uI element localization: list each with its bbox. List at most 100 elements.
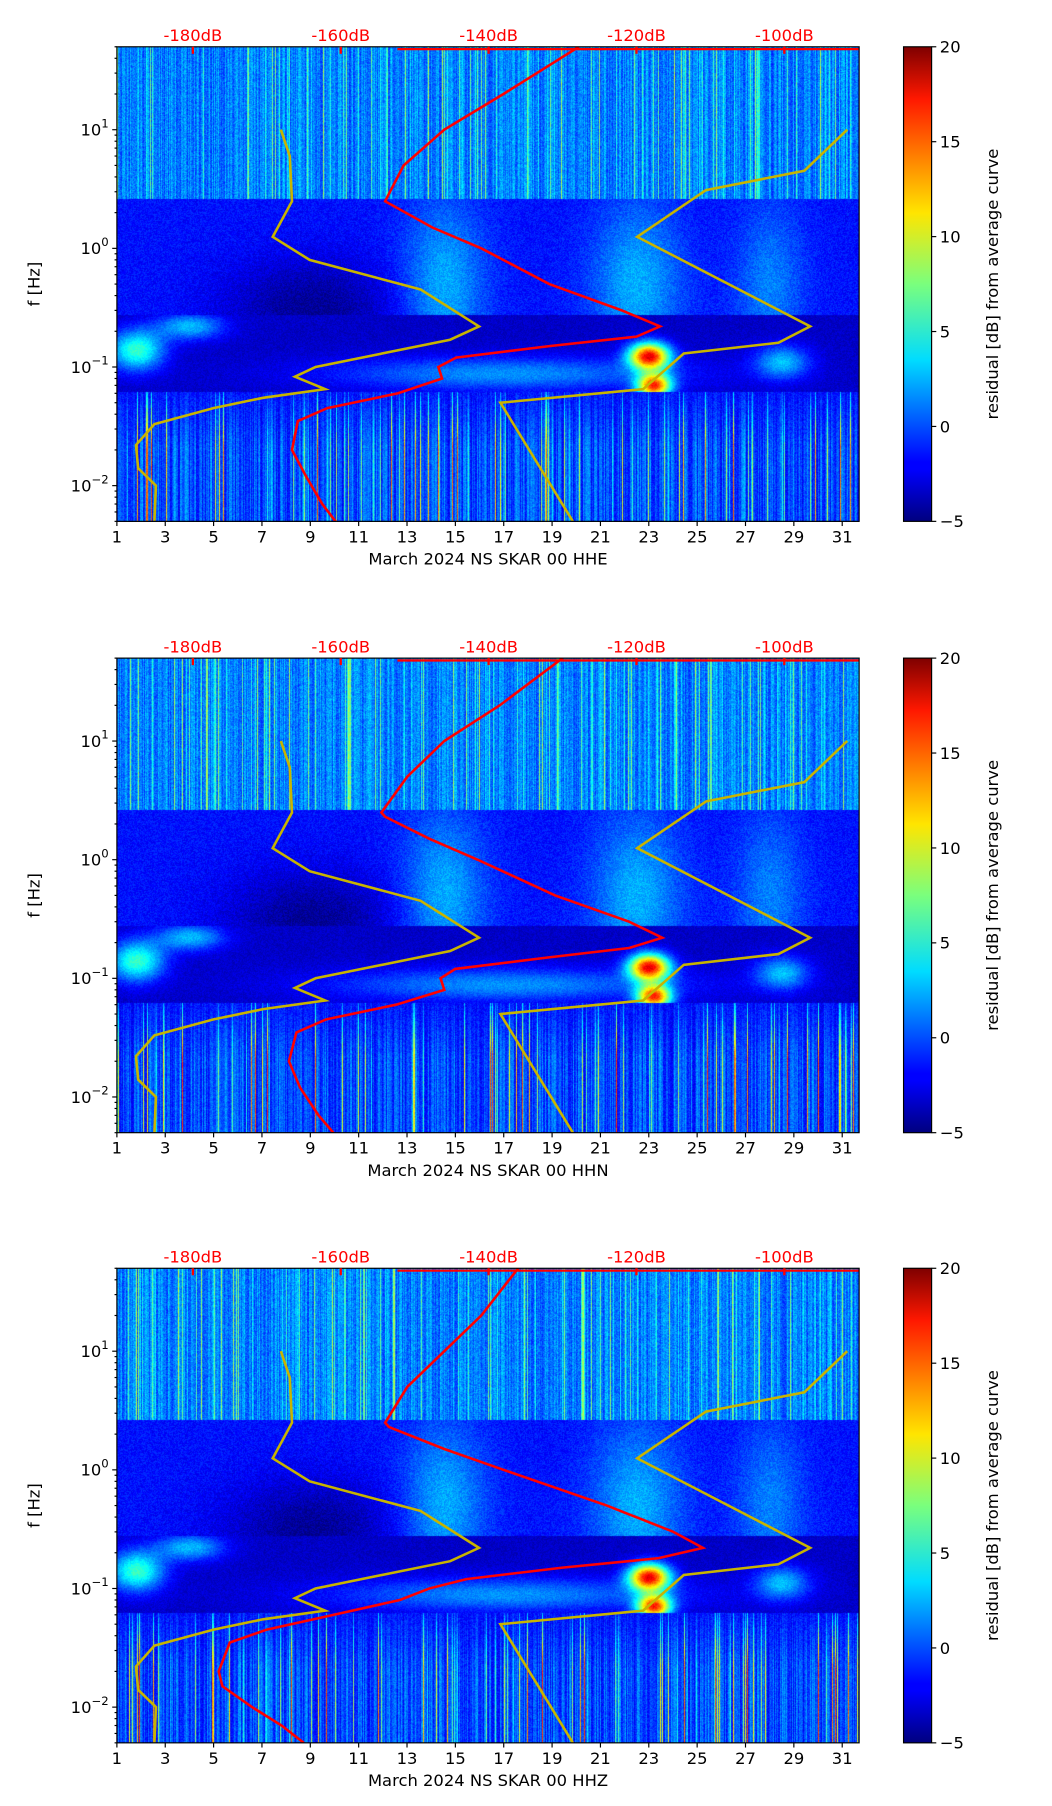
top-axis-label: -180dB xyxy=(163,637,222,656)
y-tick-label: 10−1 xyxy=(71,354,109,377)
x-tick-label: 27 xyxy=(735,527,756,546)
x-tick-label: 15 xyxy=(445,527,466,546)
x-tick-label: 7 xyxy=(257,1139,267,1158)
top-axis-label: -140dB xyxy=(459,26,518,45)
top-axis-label: -120dB xyxy=(607,26,666,45)
top-axis-label: -160dB xyxy=(311,637,370,656)
x-tick-label: 7 xyxy=(257,1749,267,1768)
y-tick-exponent: 0 xyxy=(101,846,108,860)
x-tick-label: 9 xyxy=(305,1139,315,1158)
x-tick-label: 3 xyxy=(160,1749,170,1768)
y-tick-label: 101 xyxy=(80,728,108,751)
axes-frame xyxy=(116,46,860,522)
top-axis-label: -100dB xyxy=(755,1247,814,1266)
spectrogram-heatmap-hhe xyxy=(116,46,859,522)
x-tick-label: 29 xyxy=(783,1139,804,1158)
top-axis-label: -120dB xyxy=(607,1247,666,1266)
y-tick-label: 10−1 xyxy=(71,965,109,988)
y-tick-label: 101 xyxy=(80,1338,108,1361)
colorbar-tick-label: 20 xyxy=(940,38,961,57)
top-axis-label: -100dB xyxy=(755,26,814,45)
y-axis-label: f [Hz] xyxy=(25,873,44,918)
colorbar-label: residual [dB] from average curve xyxy=(983,760,1002,1031)
colorbar-tick-label: 5 xyxy=(940,322,950,341)
top-axis-label: -120dB xyxy=(607,637,666,656)
x-tick-label: 11 xyxy=(348,1749,369,1768)
x-tick-label: 17 xyxy=(493,1749,514,1768)
x-tick-label: 25 xyxy=(687,1139,708,1158)
x-tick-label: 21 xyxy=(590,1139,611,1158)
colorbar-label: residual [dB] from average curve xyxy=(983,1370,1002,1641)
y-tick-exponent: −2 xyxy=(91,472,108,486)
nhnm-curve xyxy=(498,740,849,1133)
axes-frame xyxy=(116,657,860,1134)
x-tick-label: 21 xyxy=(590,1749,611,1768)
colorbar-label: residual [dB] from average curve xyxy=(983,149,1002,420)
colorbar-tick-label: 20 xyxy=(940,1259,961,1278)
x-tick-label: 5 xyxy=(208,1139,218,1158)
x-tick-label: 9 xyxy=(305,1749,315,1768)
x-tick-label: 29 xyxy=(783,1749,804,1768)
x-tick-label: 25 xyxy=(687,1749,708,1768)
colorbar-tick-label: 0 xyxy=(940,417,950,436)
colorbar xyxy=(902,1267,933,1744)
x-tick-label: 11 xyxy=(348,527,369,546)
x-tick-label: 31 xyxy=(832,1749,853,1768)
colorbar-tick-label: 10 xyxy=(940,1449,961,1468)
y-tick-exponent: −1 xyxy=(91,354,108,368)
colorbar-tick-label: 5 xyxy=(940,934,950,953)
x-tick-label: 23 xyxy=(638,1139,659,1158)
y-tick-exponent: 1 xyxy=(101,728,108,742)
x-axis-label: March 2024 NS SKAR 00 HHZ xyxy=(368,1771,608,1790)
spectrogram-heatmap-hhn xyxy=(116,658,859,1134)
y-tick-label: 10−2 xyxy=(71,1694,109,1717)
x-tick-label: 15 xyxy=(445,1749,466,1768)
x-tick-label: 17 xyxy=(493,1139,514,1158)
x-tick-label: 17 xyxy=(493,527,514,546)
top-axis-label: -100dB xyxy=(755,637,814,656)
x-tick-label: 27 xyxy=(735,1139,756,1158)
x-tick-label: 3 xyxy=(160,527,170,546)
y-tick-exponent: 0 xyxy=(101,1457,108,1471)
y-axis-label: f [Hz] xyxy=(25,262,44,307)
colorbar xyxy=(902,46,933,522)
top-axis-label: -180dB xyxy=(163,1247,222,1266)
x-tick-label: 19 xyxy=(542,1139,563,1158)
x-tick-label: 3 xyxy=(160,1139,170,1158)
top-axis-label: -140dB xyxy=(459,1247,518,1266)
spectrogram-heatmap-hhz xyxy=(116,1268,859,1744)
y-tick-exponent: −1 xyxy=(91,965,108,979)
nhnm-curve xyxy=(498,128,849,522)
x-tick-label: 23 xyxy=(638,1749,659,1768)
axes-frame xyxy=(116,1267,860,1744)
y-tick-label: 10−2 xyxy=(71,472,109,495)
x-tick-label: 5 xyxy=(208,527,218,546)
x-tick-label: 11 xyxy=(348,1139,369,1158)
colorbar-tick-label: 10 xyxy=(940,227,961,246)
top-axis-label: -160dB xyxy=(311,26,370,45)
top-axis-label: -180dB xyxy=(163,26,222,45)
y-tick-label: 100 xyxy=(80,235,108,258)
x-tick-label: 27 xyxy=(735,1749,756,1768)
x-tick-label: 1 xyxy=(112,1139,122,1158)
x-tick-label: 7 xyxy=(257,527,267,546)
nhnm-curve xyxy=(498,1350,849,1743)
x-tick-label: 23 xyxy=(638,527,659,546)
x-tick-label: 13 xyxy=(397,1749,418,1768)
y-tick-exponent: −2 xyxy=(91,1694,108,1708)
x-tick-label: 31 xyxy=(832,1139,853,1158)
top-axis-label: -160dB xyxy=(311,1247,370,1266)
y-tick-exponent: 1 xyxy=(101,116,108,130)
y-tick-label: 100 xyxy=(80,1457,108,1480)
colorbar-tick-label: 20 xyxy=(940,649,961,668)
x-tick-label: 1 xyxy=(112,1749,122,1768)
colorbar-tick-label: 0 xyxy=(940,1639,950,1658)
x-tick-label: 13 xyxy=(397,527,418,546)
y-tick-label: 10−1 xyxy=(71,1575,109,1598)
nlnm-curve xyxy=(134,740,482,1133)
x-tick-label: 1 xyxy=(112,527,122,546)
